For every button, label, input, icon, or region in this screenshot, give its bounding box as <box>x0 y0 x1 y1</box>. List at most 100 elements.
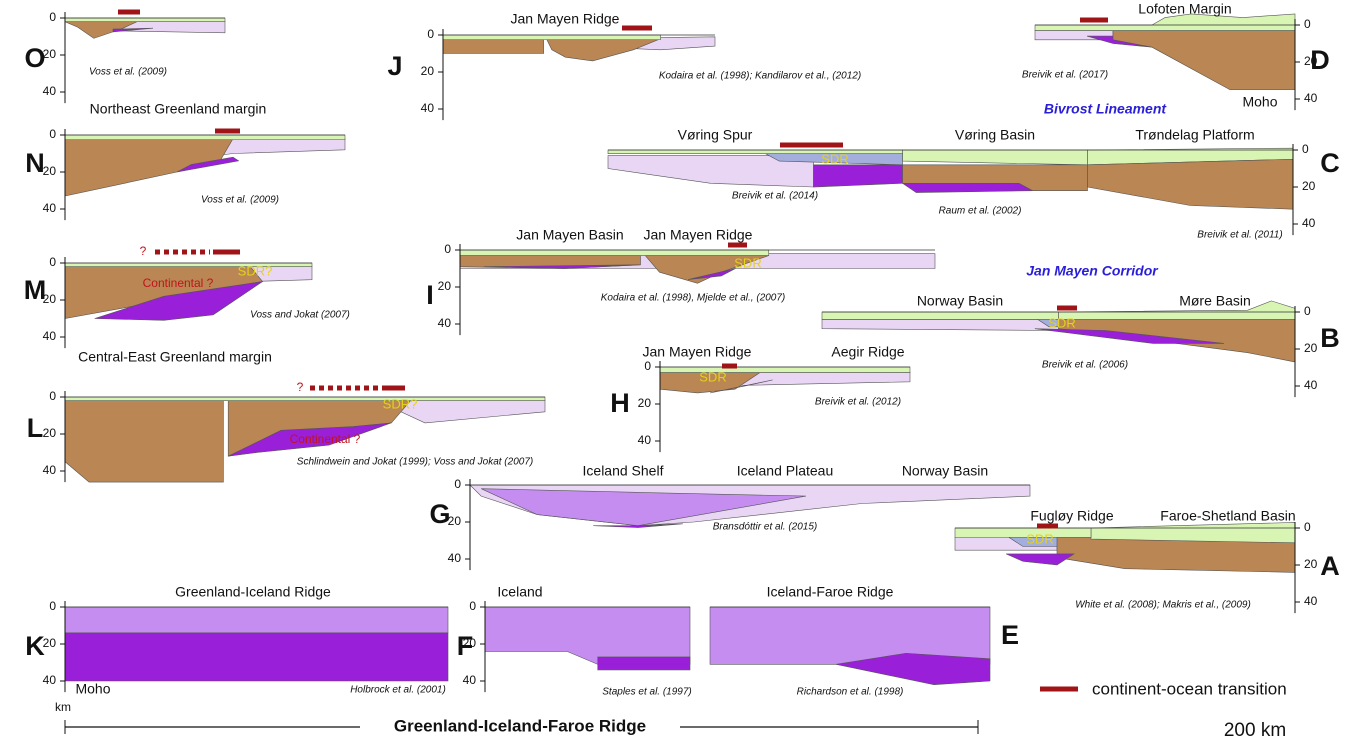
tick-label: 20 <box>438 279 452 293</box>
annotation: Bivrost Lineament <box>1044 101 1167 117</box>
citation: Breivik et al. (2014) <box>732 191 818 202</box>
tick-label: 40 <box>1304 91 1318 105</box>
tick-label: 0 <box>444 242 451 256</box>
scale-bar-label: 200 km <box>1224 720 1286 740</box>
section-label: Norway Basin <box>902 463 988 479</box>
tick-label: 0 <box>49 255 56 269</box>
section-body <box>822 319 1059 330</box>
section-body <box>598 657 690 670</box>
section-body <box>485 607 690 664</box>
section-label: Central-East Greenland margin <box>78 349 272 365</box>
section-body <box>65 135 345 140</box>
citation: Voss et al. (2009) <box>201 195 279 206</box>
citation: Kodaira et al. (1998), Mjelde et al., (2… <box>601 293 786 304</box>
tick-label: 20 <box>1302 179 1316 193</box>
citation: Schlindwein and Jokat (1999); Voss and J… <box>297 457 533 468</box>
tick-label: 20 <box>43 426 57 440</box>
panel-letter: L <box>27 413 44 443</box>
section-label: Jan Mayen Ridge <box>643 344 752 360</box>
scale-title: Greenland-Iceland-Faroe Ridge <box>394 716 646 735</box>
section-body <box>443 35 661 40</box>
panel-letter: D <box>1310 45 1330 75</box>
panel-letter: C <box>1320 148 1340 178</box>
section-label: Aegir Ridge <box>831 344 904 360</box>
section-body <box>1006 554 1074 565</box>
section-label: ? <box>140 244 147 258</box>
panel-letter: N <box>25 148 45 178</box>
section-body <box>1088 159 1294 209</box>
section-label: SDR? <box>383 396 418 411</box>
section-body <box>955 528 1091 537</box>
section-label: Moho <box>75 681 110 697</box>
citation: Voss and Jokat (2007) <box>250 310 350 321</box>
section-label: Jan Mayen Basin <box>516 227 623 243</box>
section-label: Greenland-Iceland Ridge <box>175 584 331 600</box>
section-body <box>65 139 233 196</box>
panel-letter: J <box>387 51 402 81</box>
tick-label: 40 <box>43 84 57 98</box>
section-label: Vøring Basin <box>955 127 1035 143</box>
section-body <box>65 18 225 22</box>
section-body <box>460 250 769 256</box>
citation: Bransdóttir et al. (2015) <box>713 522 818 533</box>
section-body <box>65 633 448 681</box>
section-label: Iceland <box>497 584 542 600</box>
tick-label: 0 <box>49 599 56 613</box>
citation: Breivik et al. (2006) <box>1042 360 1128 371</box>
tick-label: 0 <box>49 127 56 141</box>
section-label: Jan Mayen Ridge <box>511 11 620 27</box>
section-body <box>660 367 910 373</box>
tick-label: 40 <box>1304 378 1318 392</box>
legend-label: continent-ocean transition <box>1092 679 1287 698</box>
tick-label: 40 <box>638 433 652 447</box>
section-body <box>65 607 448 633</box>
tick-label: 0 <box>454 477 461 491</box>
citation: Voss et al. (2009) <box>89 67 167 78</box>
tick-label: 20 <box>1304 341 1318 355</box>
section-label: Moho <box>1242 94 1277 110</box>
citation: Breivik et al. (2012) <box>815 397 901 408</box>
section-body <box>814 165 903 187</box>
section-label: Continental ? <box>290 432 361 446</box>
tick-label: 0 <box>1304 17 1311 31</box>
tick-label: 40 <box>448 551 462 565</box>
tick-label: 0 <box>1304 304 1311 318</box>
section-body <box>903 183 1033 192</box>
section-label: Trøndelag Platform <box>1135 127 1254 143</box>
section-label: SDR <box>734 255 761 270</box>
section-body <box>1113 31 1295 90</box>
section-label: SDR <box>1026 531 1053 546</box>
section-body <box>546 39 660 61</box>
section-label: SDR? <box>238 263 273 278</box>
annotation: Jan Mayen Corridor <box>1026 263 1159 279</box>
panel-letter: E <box>1001 620 1019 650</box>
section-label: SDR <box>1048 315 1075 330</box>
tick-label: 40 <box>438 316 452 330</box>
section-body <box>1059 301 1296 320</box>
section-body <box>903 150 1088 165</box>
tick-label: 0 <box>427 27 434 41</box>
tick-label: 40 <box>421 101 435 115</box>
panel-letter: H <box>610 388 630 418</box>
tick-label: 40 <box>43 329 57 343</box>
citation: Holbrock et al. (2001) <box>350 685 446 696</box>
section-body <box>65 397 545 401</box>
section-label: Møre Basin <box>1179 293 1251 309</box>
citation: Staples et al. (1997) <box>602 687 692 698</box>
section-body <box>65 401 223 482</box>
tick-label: 40 <box>463 673 477 687</box>
tick-label: 0 <box>469 599 476 613</box>
unit-label: km <box>55 700 71 714</box>
tick-label: 40 <box>43 201 57 215</box>
section-label: Norway Basin <box>917 293 1003 309</box>
section-body <box>1091 522 1295 542</box>
section-label: Faroe-Shetland Basin <box>1160 508 1295 524</box>
panel-letter: F <box>457 631 474 661</box>
section-label: Iceland Shelf <box>583 463 664 479</box>
section-label: Lofoten Margin <box>1138 1 1231 17</box>
section-label: Jan Mayen Ridge <box>644 227 753 243</box>
section-body <box>735 373 910 386</box>
citation: Breivik et al. (2011) <box>1197 230 1282 241</box>
tick-label: 40 <box>43 673 57 687</box>
section-label: Vøring Spur <box>678 127 753 143</box>
